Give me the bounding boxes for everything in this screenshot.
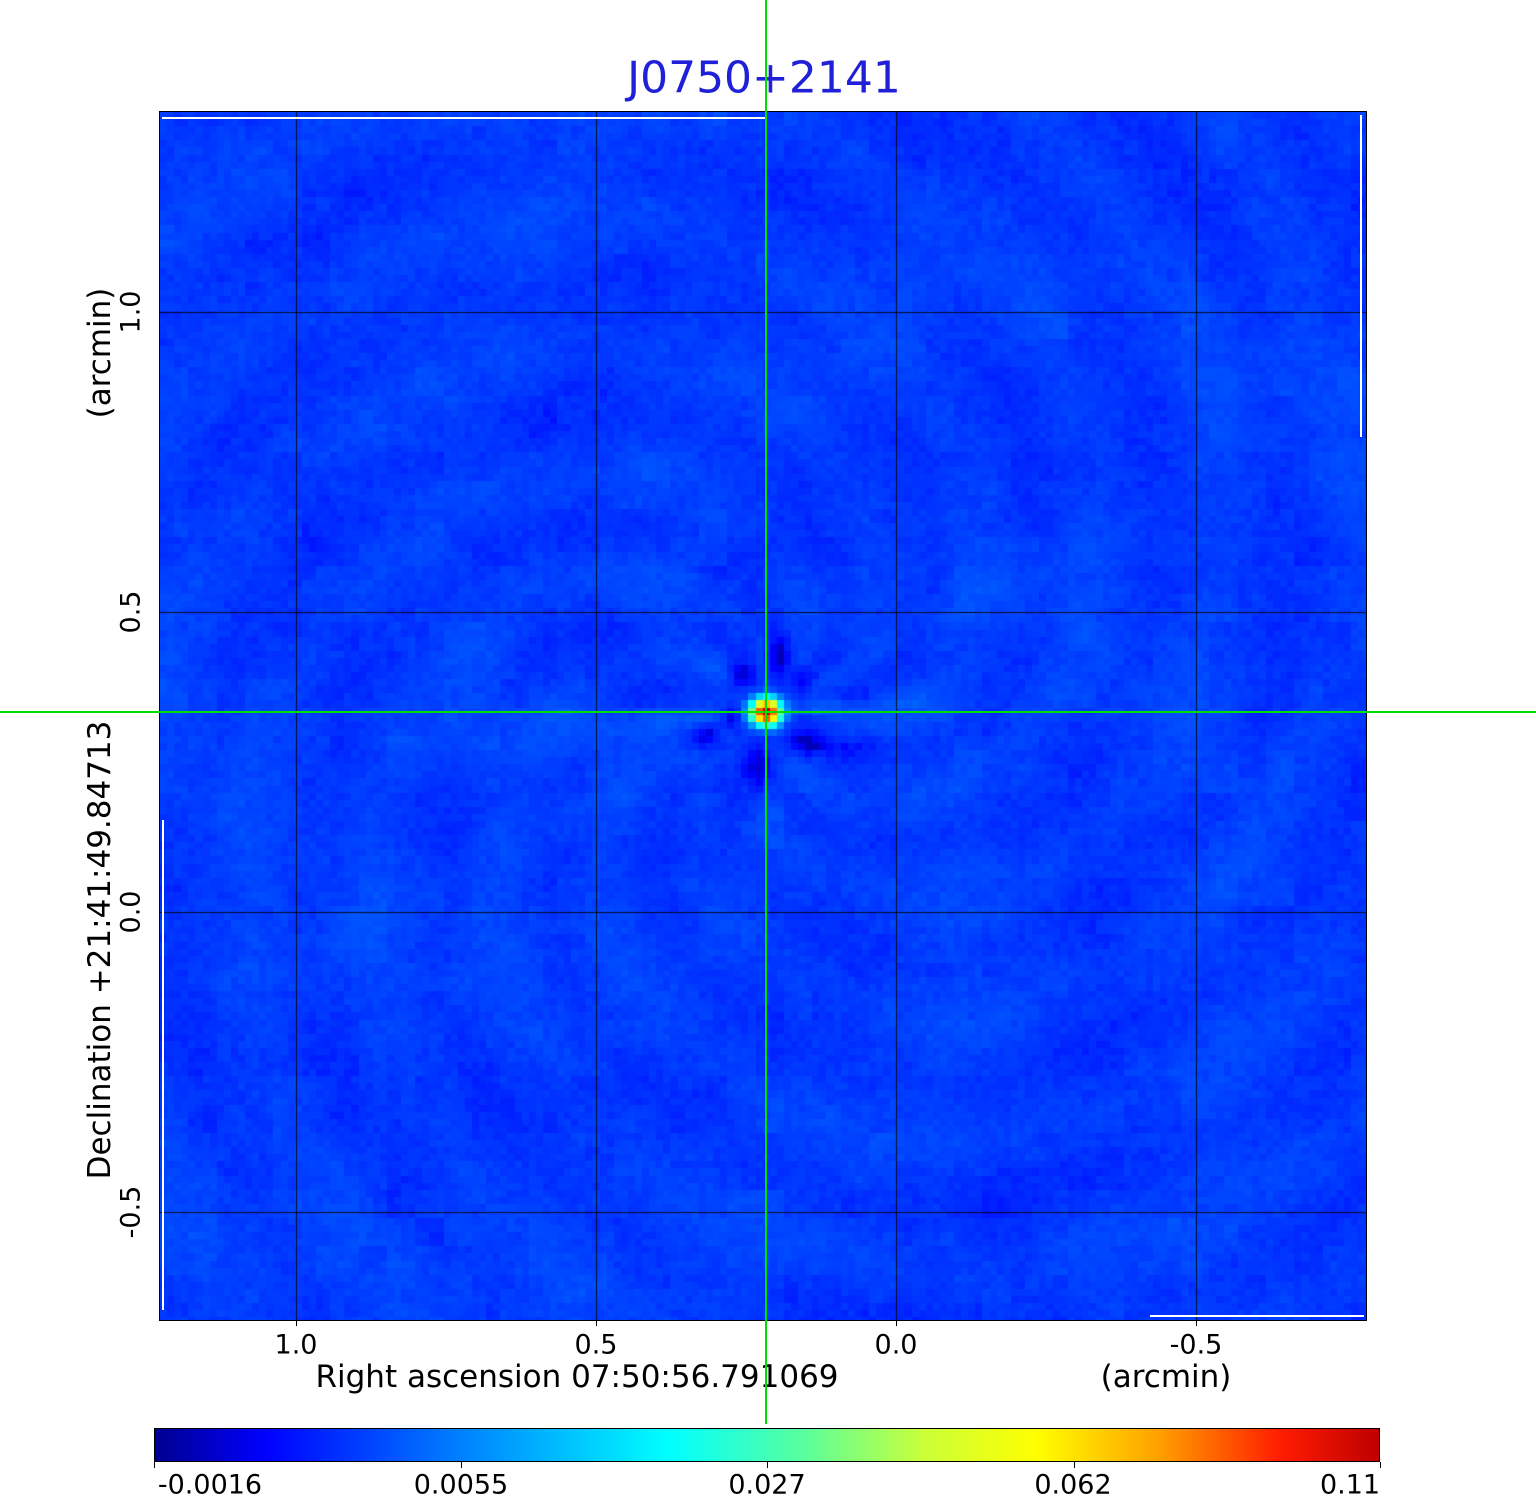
colorbar-tick-label: 0.0055	[413, 1469, 509, 1500]
colorbar-tick-mark	[767, 1462, 768, 1468]
y-axis-unit-label: (arcmin)	[82, 287, 118, 419]
map-edge-artifact-top	[162, 117, 766, 119]
x-tick-label: -0.5	[1169, 1329, 1223, 1361]
map-edge-artifact-left	[162, 820, 164, 1310]
x-tick-label: 1.0	[274, 1329, 318, 1361]
x-tick-label: 0.5	[574, 1329, 618, 1361]
x-tick-mark	[896, 1321, 897, 1326]
y-tick-label: -0.5	[115, 1185, 147, 1239]
plot-title: J0750+2141	[627, 52, 901, 104]
map-edge-artifact-right	[1360, 115, 1362, 437]
y-tick-label: 1.0	[115, 290, 147, 334]
colorbar-tick-mark	[1074, 1462, 1075, 1468]
x-axis-unit-label: (arcmin)	[1100, 1359, 1232, 1395]
x-tick-label: 0.0	[874, 1329, 918, 1361]
y-tick-label: 0.5	[115, 590, 147, 634]
sky-map-image	[160, 112, 1366, 1320]
x-axis-label: Right ascension 07:50:56.791069	[315, 1359, 839, 1395]
colorbar-tick-label: -0.0016	[157, 1469, 263, 1500]
colorbar-tick-mark	[1380, 1462, 1381, 1468]
colorbar-tick-mark	[461, 1462, 462, 1468]
colorbar	[154, 1428, 1380, 1462]
colorbar-tick-label: 0.027	[728, 1469, 806, 1500]
y-axis-label: Declination +21:41:49.84713	[82, 720, 118, 1180]
colorbar-tick-label: 0.11	[1319, 1469, 1381, 1500]
crosshair-horizontal-line	[0, 711, 1536, 713]
x-tick-mark	[596, 1321, 597, 1326]
y-tick-label: 0.0	[115, 890, 147, 934]
x-tick-mark	[296, 1321, 297, 1326]
map-edge-artifact-bottom	[1150, 1315, 1364, 1317]
x-tick-mark	[1196, 1321, 1197, 1326]
colorbar-tick-mark	[154, 1462, 155, 1468]
colorbar-tick-label: 0.062	[1034, 1469, 1112, 1500]
